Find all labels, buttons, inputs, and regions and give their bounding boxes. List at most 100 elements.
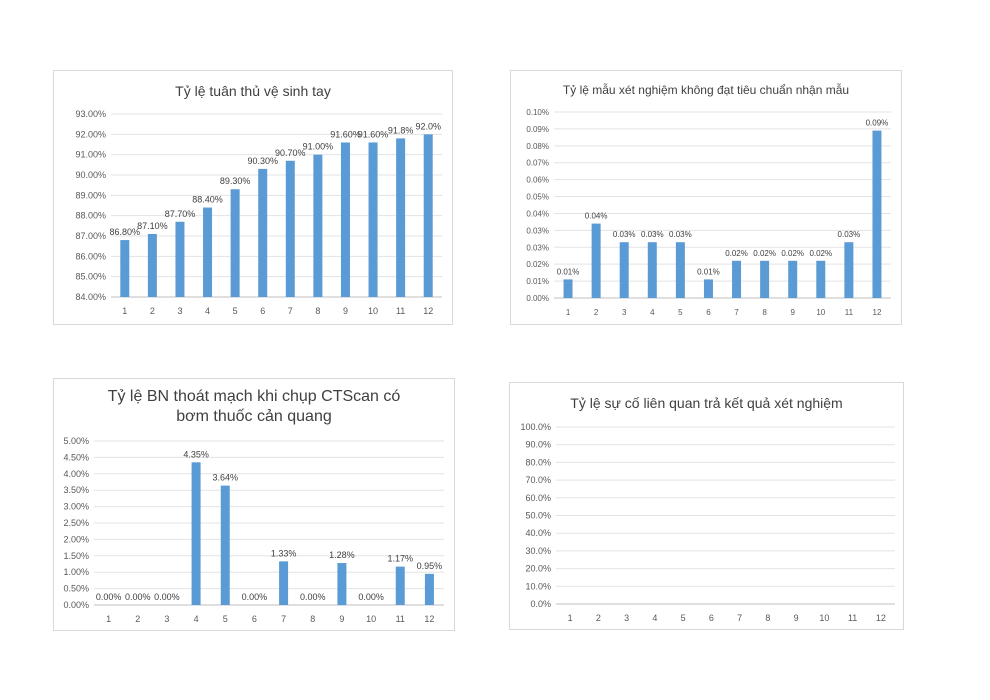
data-label: 0.04%	[585, 212, 608, 221]
x-tick-label: 9	[339, 614, 344, 624]
x-tick-label: 6	[252, 614, 257, 624]
bar	[313, 154, 323, 297]
bar	[844, 242, 854, 298]
y-tick-label: 88.00%	[75, 211, 106, 221]
x-tick-label: 8	[315, 306, 320, 316]
chart-contrast-extravasation: Tỷ lệ BN thoát mạch khi chụp CTScan có b…	[53, 378, 455, 631]
x-tick-label: 9	[790, 308, 795, 317]
y-tick-label: 90.0%	[525, 440, 551, 450]
bar	[191, 462, 201, 605]
x-tick-label: 4	[650, 308, 655, 317]
bar	[368, 142, 378, 297]
data-label: 0.95%	[417, 561, 443, 571]
x-tick-label: 11	[848, 613, 857, 623]
x-tick-label: 2	[150, 306, 155, 316]
y-tick-label: 3.50%	[63, 485, 89, 495]
x-tick-label: 8	[765, 613, 770, 623]
y-tick-label: 100.0%	[520, 422, 551, 432]
bar	[816, 260, 826, 298]
x-tick-label: 6	[706, 308, 711, 317]
x-tick-label: 4	[205, 306, 210, 316]
bar	[423, 134, 433, 297]
y-tick-label: 0.50%	[63, 584, 89, 594]
bar	[395, 566, 405, 605]
bar	[220, 485, 230, 605]
bar	[147, 233, 157, 297]
y-tick-label: 0.0%	[530, 599, 551, 609]
x-tick-label: 5	[223, 614, 228, 624]
data-label: 0.00%	[96, 592, 122, 602]
y-tick-label: 0.04%	[526, 209, 549, 218]
x-tick-label: 5	[681, 613, 686, 623]
x-tick-label: 7	[737, 613, 742, 623]
x-tick-label: 3	[177, 306, 182, 316]
chart-rejected-samples: Tỷ lệ mẫu xét nghiệm không đạt tiêu chuẩ…	[510, 70, 902, 325]
y-tick-label: 85.00%	[75, 272, 106, 282]
data-label: 1.33%	[271, 548, 297, 558]
bar	[175, 221, 185, 297]
y-tick-label: 86.00%	[75, 251, 106, 261]
data-label: 1.28%	[329, 550, 355, 560]
y-tick-label: 70.0%	[525, 475, 551, 485]
x-tick-label: 12	[876, 613, 886, 623]
data-label: 0.02%	[781, 249, 804, 258]
y-tick-label: 0.03%	[526, 243, 549, 252]
bar	[203, 207, 213, 297]
data-label: 0.03%	[641, 230, 664, 239]
x-tick-label: 10	[816, 308, 825, 317]
data-label: 0.09%	[866, 119, 889, 128]
chart-result-incidents: Tỷ lệ sự cố liên quan trả kết quả xét ng…	[509, 382, 904, 630]
bar	[120, 240, 130, 297]
data-label: 87.70%	[165, 209, 196, 219]
data-label: 90.70%	[275, 148, 306, 158]
data-label: 1.17%	[387, 554, 413, 564]
data-label: 0.03%	[838, 230, 861, 239]
x-tick-label: 2	[594, 308, 599, 317]
bar	[396, 138, 406, 297]
y-tick-label: 80.0%	[525, 457, 551, 467]
x-tick-label: 10	[366, 614, 376, 624]
y-tick-label: 0.06%	[526, 176, 549, 185]
data-label: 89.30%	[220, 176, 251, 186]
y-tick-label: 87.00%	[75, 231, 106, 241]
data-label: 0.01%	[697, 267, 720, 276]
data-label: 0.03%	[669, 230, 692, 239]
data-label: 86.80%	[110, 227, 141, 237]
data-label: 0.00%	[300, 592, 326, 602]
x-tick-label: 10	[819, 613, 829, 623]
y-tick-label: 2.00%	[63, 534, 89, 544]
bar	[675, 242, 685, 298]
x-tick-label: 12	[423, 306, 433, 316]
y-tick-label: 90.00%	[75, 170, 106, 180]
y-tick-label: 0.03%	[526, 226, 549, 235]
bar	[258, 168, 268, 297]
y-tick-label: 3.00%	[63, 502, 89, 512]
y-tick-label: 0.09%	[526, 125, 549, 134]
y-tick-label: 91.00%	[75, 150, 106, 160]
x-tick-label: 3	[622, 308, 627, 317]
x-tick-label: 7	[288, 306, 293, 316]
x-tick-label: 7	[281, 614, 286, 624]
x-tick-label: 9	[343, 306, 348, 316]
data-label: 91.00%	[303, 142, 334, 152]
x-tick-label: 6	[260, 306, 265, 316]
x-tick-label: 2	[596, 613, 601, 623]
x-tick-label: 12	[873, 308, 882, 317]
bar	[732, 260, 742, 298]
y-tick-label: 4.00%	[63, 469, 89, 479]
x-tick-label: 5	[678, 308, 683, 317]
y-tick-label: 0.05%	[526, 193, 549, 202]
data-label: 91.60%	[358, 129, 389, 139]
x-tick-label: 5	[233, 306, 238, 316]
bar	[337, 563, 347, 605]
data-label: 0.02%	[753, 249, 776, 258]
x-tick-label: 6	[709, 613, 714, 623]
x-tick-label: 9	[794, 613, 799, 623]
y-tick-label: 0.08%	[526, 142, 549, 151]
y-tick-label: 92.00%	[75, 129, 106, 139]
data-label: 91.60%	[330, 129, 361, 139]
x-tick-label: 10	[368, 306, 378, 316]
data-label: 90.30%	[247, 156, 278, 166]
y-tick-label: 89.00%	[75, 190, 106, 200]
data-label: 92.0%	[415, 121, 441, 131]
